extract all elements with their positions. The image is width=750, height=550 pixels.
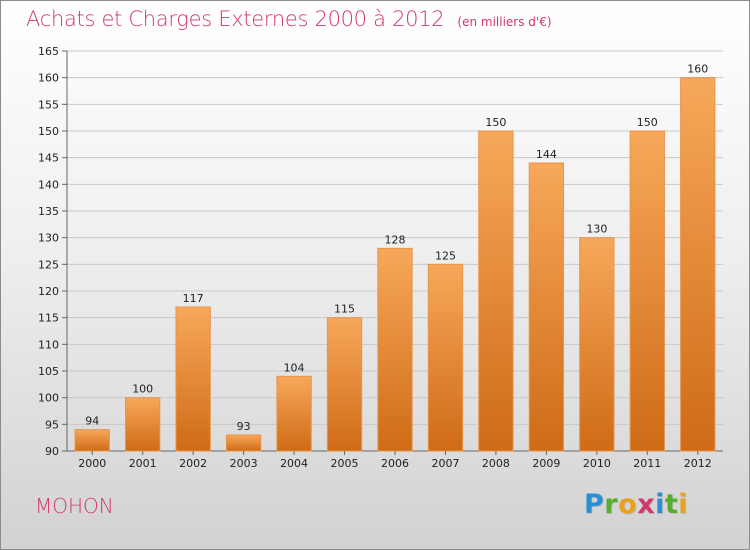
logo-letter: P <box>584 489 605 520</box>
x-tick-label: 2006 <box>381 457 409 470</box>
y-tick-label: 160 <box>38 72 59 85</box>
bar <box>225 434 262 452</box>
x-tick-label: 2001 <box>129 457 157 470</box>
logo-letter: i <box>655 489 665 520</box>
data-label: 94 <box>85 415 99 428</box>
bar <box>74 429 110 452</box>
bar <box>680 77 716 452</box>
logo-letter: r <box>604 489 619 520</box>
bar <box>326 317 363 452</box>
x-tick-label: 2005 <box>331 457 359 470</box>
x-tick-label: 2007 <box>431 457 459 470</box>
logo-letter: o <box>618 489 638 520</box>
y-tick-label: 90 <box>45 445 59 458</box>
y-tick-label: 155 <box>38 98 59 111</box>
data-label: 150 <box>637 116 658 129</box>
data-label: 93 <box>237 420 251 433</box>
bar <box>175 306 211 452</box>
y-tick-label: 135 <box>38 205 59 218</box>
data-label: 115 <box>334 303 355 316</box>
data-label: 104 <box>284 361 305 374</box>
x-tick-label: 2011 <box>633 457 661 470</box>
data-label: 160 <box>687 63 708 76</box>
logo-letter: i <box>678 489 689 520</box>
bar <box>377 247 413 452</box>
y-tick-label: 130 <box>38 232 59 245</box>
title-row: Achats et Charges Externes 2000 à 2012 (… <box>26 7 552 31</box>
chart-subtitle: (en milliers d'€) <box>457 15 552 29</box>
x-tick-label: 2000 <box>78 457 106 470</box>
data-label: 128 <box>385 233 406 246</box>
y-tick-label: 145 <box>38 152 59 165</box>
x-tick-label: 2003 <box>230 457 258 470</box>
bar <box>528 162 565 452</box>
x-tick-label: 2008 <box>482 457 510 470</box>
data-label: 125 <box>435 249 456 262</box>
data-label: 144 <box>536 148 557 161</box>
y-tick-label: 140 <box>38 178 59 191</box>
y-tick-label: 120 <box>38 285 59 298</box>
logo-letter: t <box>664 489 679 520</box>
data-label: 100 <box>132 383 153 396</box>
bar <box>579 237 615 452</box>
x-tick-label: 2012 <box>684 457 712 470</box>
y-tick-label: 100 <box>38 392 59 405</box>
y-tick-label: 125 <box>38 258 59 271</box>
x-tick-label: 2009 <box>532 457 560 470</box>
bar <box>276 375 312 452</box>
y-tick-label: 165 <box>38 45 59 58</box>
bar <box>478 130 514 452</box>
y-tick-label: 105 <box>38 365 59 378</box>
bar <box>427 263 464 452</box>
chart-title: Achats et Charges Externes 2000 à 2012 <box>26 7 445 31</box>
data-label: 117 <box>183 292 204 305</box>
logo-letter: x <box>637 489 656 520</box>
y-tick-label: 115 <box>38 312 59 325</box>
commune-name: MOHON <box>35 494 114 518</box>
x-tick-label: 2004 <box>280 457 308 470</box>
x-tick-label: 2010 <box>583 457 611 470</box>
y-tick-label: 95 <box>45 418 59 431</box>
x-tick-label: 2002 <box>179 457 207 470</box>
y-tick-label: 150 <box>38 125 59 138</box>
bar <box>629 130 665 452</box>
bar <box>125 397 161 452</box>
proxiti-logo[interactable]: Proxiti <box>584 489 688 520</box>
data-label: 130 <box>586 223 607 236</box>
data-label: 150 <box>485 116 506 129</box>
y-tick-label: 110 <box>38 338 59 351</box>
